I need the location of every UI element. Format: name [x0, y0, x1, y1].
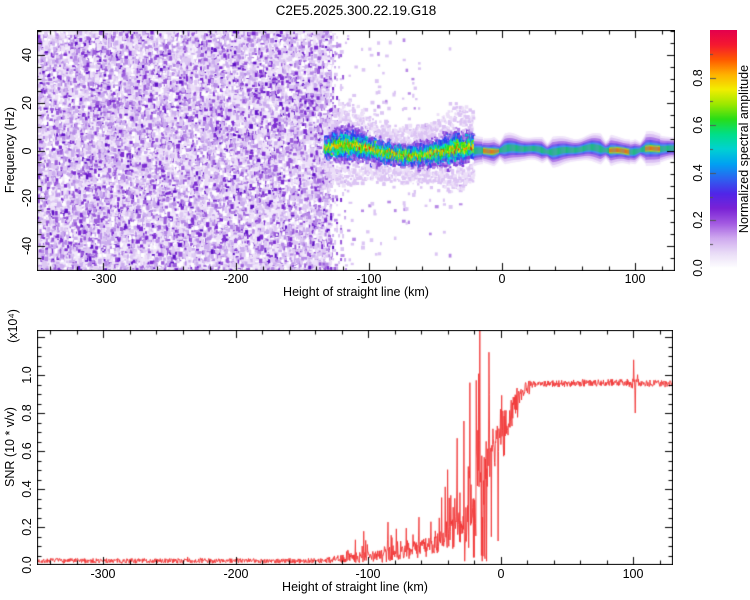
- bottom-ytick-00: 0.0: [20, 556, 34, 574]
- top-ytick-m20: -20: [20, 188, 34, 208]
- bottom-ytick-08: 0.8: [20, 404, 34, 422]
- colorbar-label: Normalized spectral amplitude: [737, 64, 750, 234]
- top-ytick-40: 40: [20, 48, 34, 62]
- top-xtick-0: 0: [498, 272, 506, 286]
- top-xtick-m100: -100: [356, 272, 382, 286]
- bottom-ytick-10: 1.0: [20, 366, 34, 384]
- colorbar: [710, 30, 737, 268]
- cb-tick-00: 0.0: [691, 259, 705, 277]
- cb-tick-08: 0.8: [691, 69, 705, 87]
- bottom-ytick-06: 0.6: [20, 442, 34, 460]
- bottom-xtick-m200: -200: [223, 567, 249, 581]
- bottom-ytick-04: 0.4: [20, 480, 34, 498]
- cb-tick-06: 0.6: [691, 116, 705, 134]
- snr-canvas: [37, 330, 673, 565]
- bottom-xtick-m300: -300: [90, 567, 116, 581]
- cb-tick-02: 0.2: [691, 211, 705, 229]
- spectrogram-canvas: [37, 30, 675, 271]
- top-ytick-20: 20: [20, 96, 34, 110]
- figure-title: C2E5.2025.300.22.19.G18: [275, 3, 437, 18]
- bottom-ytick-02: 0.2: [20, 518, 34, 536]
- top-x-axis-label: Height of straight line (km): [283, 285, 429, 299]
- bottom-y-axis-label: SNR (10 * v/v): [3, 407, 17, 487]
- top-xtick-100: 100: [624, 272, 646, 286]
- top-ytick-m40: -40: [20, 236, 34, 256]
- top-ytick-0: 0: [20, 147, 34, 155]
- bottom-xtick-0: 0: [497, 567, 505, 581]
- bottom-xtick-100: 100: [622, 567, 644, 581]
- top-xtick-m200: -200: [223, 272, 249, 286]
- bottom-x-axis-label: Height of straight line (km): [282, 580, 428, 594]
- cb-tick-04: 0.4: [691, 164, 705, 182]
- top-y-axis-label: Frequency (Hz): [3, 106, 17, 194]
- bottom-y-axis-scale: (x10⁴): [6, 309, 20, 343]
- bottom-xtick-m100: -100: [355, 567, 381, 581]
- top-xtick-m300: -300: [91, 272, 117, 286]
